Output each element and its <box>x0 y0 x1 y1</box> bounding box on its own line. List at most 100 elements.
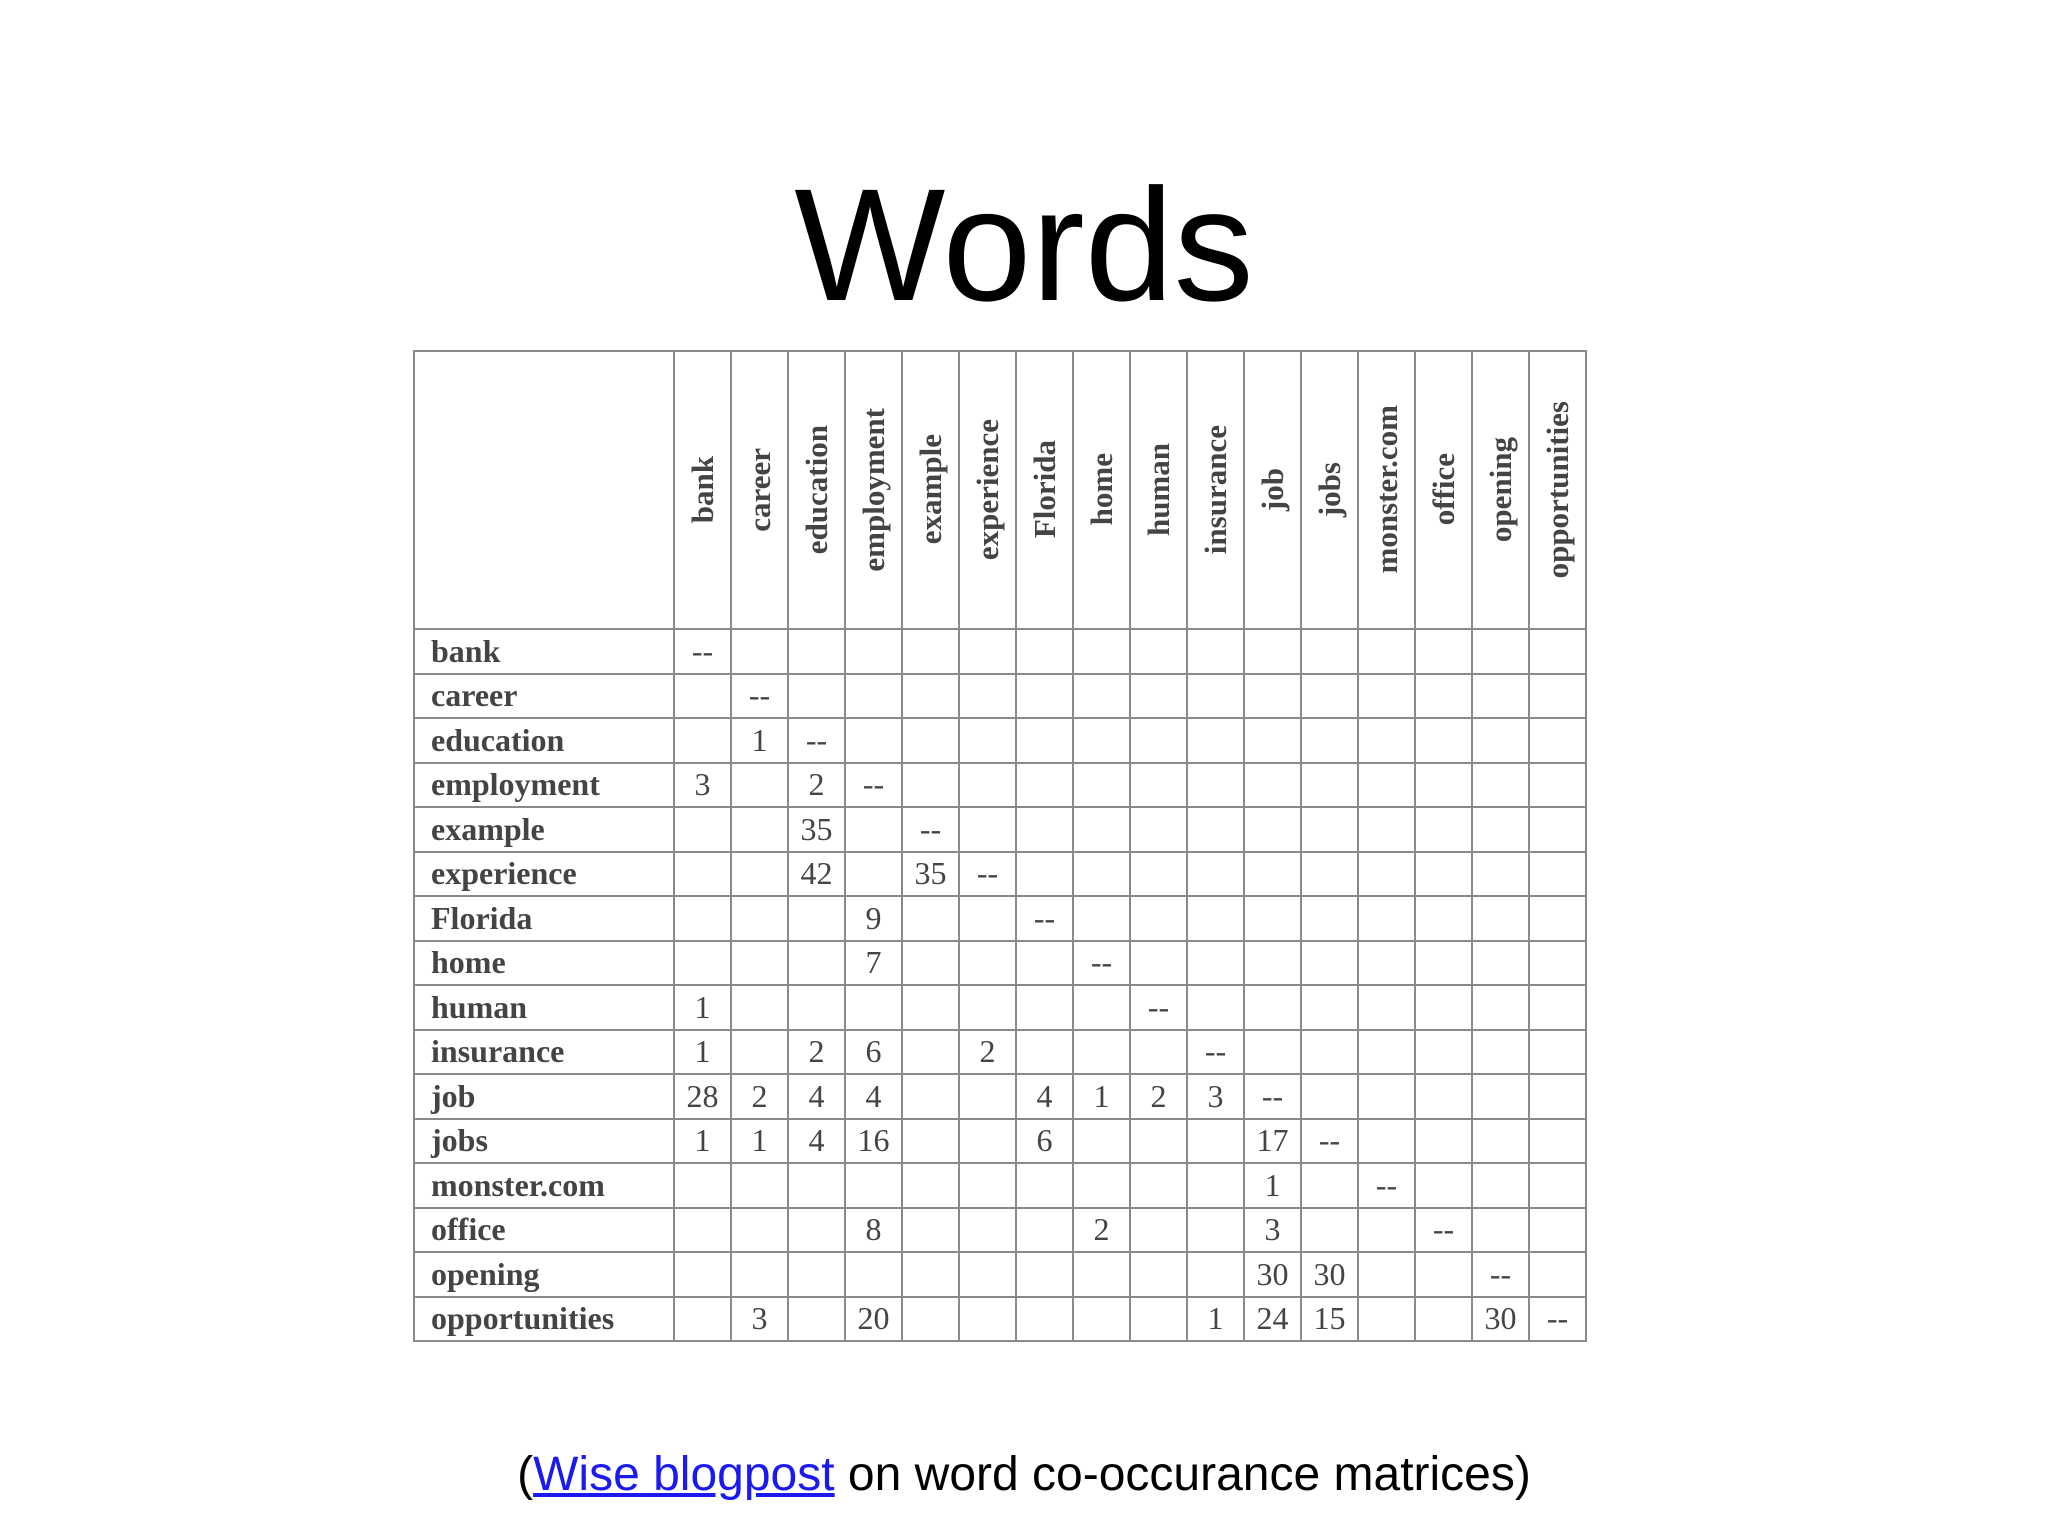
matrix-cell <box>1300 1162 1359 1209</box>
matrix-cell: 1 <box>673 984 732 1031</box>
matrix-cell <box>1357 984 1416 1031</box>
matrix-cell <box>1015 672 1074 719</box>
matrix-row: career -- <box>413 672 1587 719</box>
matrix-column-label: example <box>912 434 948 545</box>
matrix-cell <box>901 761 960 808</box>
wise-blogpost-link[interactable]: Wise blogpost <box>533 1448 835 1501</box>
matrix-cell <box>730 1206 789 1253</box>
matrix-cell <box>1528 1206 1587 1253</box>
matrix-column-label: job <box>1254 467 1290 512</box>
matrix-cell <box>673 672 732 719</box>
matrix-row: bank -- <box>413 628 1587 675</box>
matrix-column-header: example <box>901 350 960 630</box>
matrix-column-header: employment <box>844 350 903 630</box>
matrix-cell <box>1015 628 1074 675</box>
matrix-row-label: education <box>413 717 675 764</box>
matrix-cell <box>1072 628 1131 675</box>
matrix-cell <box>1471 1117 1530 1164</box>
matrix-cell <box>1414 1117 1473 1164</box>
matrix-column-header: experience <box>958 350 1017 630</box>
matrix-cell <box>730 761 789 808</box>
matrix-cell: 6 <box>1015 1117 1074 1164</box>
matrix-cell <box>1300 1073 1359 1120</box>
matrix-cell <box>1471 1073 1530 1120</box>
matrix-cell: 35 <box>787 806 846 853</box>
matrix-cell <box>730 1028 789 1075</box>
matrix-row-label: home <box>413 939 675 986</box>
matrix-column-label: employment <box>855 407 891 572</box>
matrix-cell <box>1471 984 1530 1031</box>
matrix-cell <box>1528 717 1587 764</box>
matrix-cell <box>1072 806 1131 853</box>
matrix-cell <box>958 806 1017 853</box>
matrix-cell <box>1072 1251 1131 1298</box>
matrix-cell: 16 <box>844 1117 903 1164</box>
matrix-cell <box>1243 717 1302 764</box>
matrix-cell <box>1528 850 1587 897</box>
matrix-cell <box>901 1295 960 1342</box>
matrix-cell: -- <box>1471 1251 1530 1298</box>
matrix-cell <box>1528 1073 1587 1120</box>
matrix-column-label: human <box>1140 442 1176 537</box>
matrix-cell <box>1471 1162 1530 1209</box>
matrix-column-label: Florida <box>1026 440 1062 539</box>
matrix-cell <box>901 672 960 719</box>
matrix-column-label: monster.com <box>1368 405 1404 574</box>
matrix-column-header: career <box>730 350 789 630</box>
slide-title: Words <box>794 155 1254 334</box>
matrix-cell: 1 <box>1186 1295 1245 1342</box>
matrix-cell <box>1414 806 1473 853</box>
matrix-cell <box>1414 1295 1473 1342</box>
matrix-cell <box>1015 939 1074 986</box>
matrix-row: example 35 -- <box>413 806 1587 853</box>
matrix-cell: 42 <box>787 850 846 897</box>
matrix-cell <box>1072 984 1131 1031</box>
matrix-cell <box>1357 1073 1416 1120</box>
matrix-cell: 1 <box>1072 1073 1131 1120</box>
matrix-cell <box>1357 628 1416 675</box>
matrix-row-label: experience <box>413 850 675 897</box>
matrix-cell <box>1414 939 1473 986</box>
matrix-column-header: jobs <box>1300 350 1359 630</box>
matrix-cell <box>673 895 732 942</box>
matrix-cell <box>1243 1028 1302 1075</box>
matrix-cell: 2 <box>730 1073 789 1120</box>
matrix-cell <box>1357 1028 1416 1075</box>
matrix-cell <box>673 806 732 853</box>
matrix-cell <box>1129 672 1188 719</box>
matrix-column-label: office <box>1425 453 1461 526</box>
matrix-cell <box>1471 628 1530 675</box>
matrix-cell: 2 <box>958 1028 1017 1075</box>
matrix-cell <box>1015 850 1074 897</box>
matrix-cell: 1 <box>673 1028 732 1075</box>
matrix-cell <box>1186 939 1245 986</box>
matrix-cell <box>1528 1028 1587 1075</box>
matrix-column-header: job <box>1243 350 1302 630</box>
matrix-cell <box>1072 761 1131 808</box>
matrix-cell <box>1243 628 1302 675</box>
matrix-cell <box>1186 850 1245 897</box>
matrix-cell <box>787 1162 846 1209</box>
matrix-cell <box>1015 984 1074 1031</box>
matrix-cell <box>1015 1028 1074 1075</box>
matrix-cell <box>1528 895 1587 942</box>
matrix-cell <box>1243 672 1302 719</box>
matrix-cell <box>1414 984 1473 1031</box>
matrix-cell <box>1243 850 1302 897</box>
matrix-cell: -- <box>1243 1073 1302 1120</box>
matrix-cell <box>730 806 789 853</box>
matrix-cell <box>1243 895 1302 942</box>
matrix-cell <box>787 939 846 986</box>
matrix-column-header: opening <box>1471 350 1530 630</box>
matrix-cell <box>1186 895 1245 942</box>
matrix-cell <box>730 1162 789 1209</box>
matrix-cell <box>673 1295 732 1342</box>
matrix-cell <box>958 939 1017 986</box>
matrix-cell <box>1528 1117 1587 1164</box>
matrix-row: employment 3 2 -- <box>413 761 1587 808</box>
matrix-cell: -- <box>1357 1162 1416 1209</box>
matrix-row: experience 42 35 -- <box>413 850 1587 897</box>
matrix-cell: 1 <box>1243 1162 1302 1209</box>
matrix-cell <box>844 672 903 719</box>
matrix-cell <box>958 717 1017 764</box>
